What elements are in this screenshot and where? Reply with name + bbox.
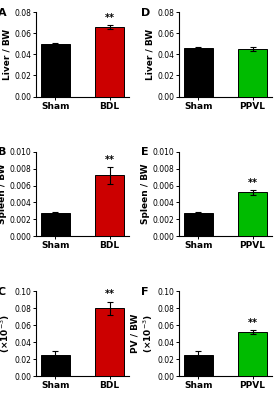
Y-axis label: Liver / BW: Liver / BW xyxy=(3,29,12,80)
Text: F: F xyxy=(141,287,148,297)
Y-axis label: Liver / BW: Liver / BW xyxy=(146,29,155,80)
Y-axis label: PV / BW
(×10$^{-3}$): PV / BW (×10$^{-3}$) xyxy=(130,314,155,353)
Text: A: A xyxy=(0,8,6,18)
Bar xyxy=(184,48,213,97)
Bar xyxy=(95,27,124,97)
Y-axis label: PV / BW
(×10$^{-3}$): PV / BW (×10$^{-3}$) xyxy=(0,314,12,353)
Bar xyxy=(41,355,70,376)
Bar xyxy=(238,49,267,97)
Bar xyxy=(238,192,267,236)
Text: **: ** xyxy=(104,289,115,299)
Text: **: ** xyxy=(248,318,258,328)
Text: **: ** xyxy=(104,155,115,165)
Bar xyxy=(95,175,124,236)
Bar xyxy=(184,213,213,236)
Text: **: ** xyxy=(248,178,258,188)
Bar xyxy=(238,332,267,376)
Text: B: B xyxy=(0,148,6,158)
Text: C: C xyxy=(0,287,6,297)
Text: E: E xyxy=(141,148,148,158)
Bar xyxy=(41,213,70,236)
Y-axis label: Spleen / BW: Spleen / BW xyxy=(141,164,150,224)
Text: D: D xyxy=(141,8,150,18)
Bar xyxy=(41,44,70,97)
Y-axis label: Spleen / BW: Spleen / BW xyxy=(0,164,7,224)
Bar xyxy=(95,308,124,376)
Bar xyxy=(184,355,213,376)
Text: **: ** xyxy=(104,12,115,22)
